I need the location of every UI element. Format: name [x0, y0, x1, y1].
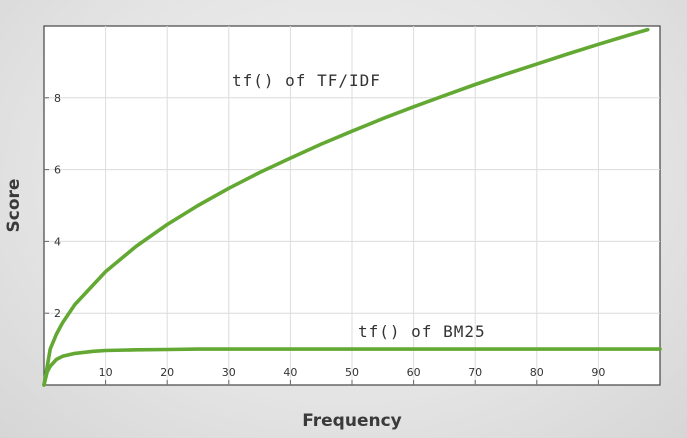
y-tick-label: 8: [54, 92, 61, 105]
x-tick-label: 10: [99, 366, 113, 379]
x-tick-label: 90: [591, 366, 605, 379]
x-tick-label: 20: [160, 366, 174, 379]
y-tick-label: 2: [54, 307, 61, 320]
x-tick-label: 40: [283, 366, 297, 379]
series-label-1: tf() of BM25: [358, 322, 486, 341]
x-tick-label: 60: [407, 366, 421, 379]
x-tick-label: 30: [222, 366, 236, 379]
y-tick-label: 6: [54, 164, 61, 177]
ticks: 10 20 30 40 50 60 70 80 90 2 4 6 8: [44, 92, 605, 385]
x-tick-label: 80: [530, 366, 544, 379]
series-layer: [42, 27, 662, 387]
grid: [44, 26, 660, 385]
series-line-0: [42, 27, 650, 387]
x-tick-label: 70: [468, 366, 482, 379]
series-line-1: [42, 347, 662, 387]
x-tick-label: 50: [345, 366, 359, 379]
y-tick-label: 4: [54, 235, 61, 248]
series-labels: tf() of TF/IDF tf() of BM25: [232, 71, 486, 341]
y-axis-title: Score: [4, 179, 24, 233]
x-axis-title: Frequency: [302, 411, 402, 431]
series-label-0: tf() of TF/IDF: [232, 71, 381, 90]
